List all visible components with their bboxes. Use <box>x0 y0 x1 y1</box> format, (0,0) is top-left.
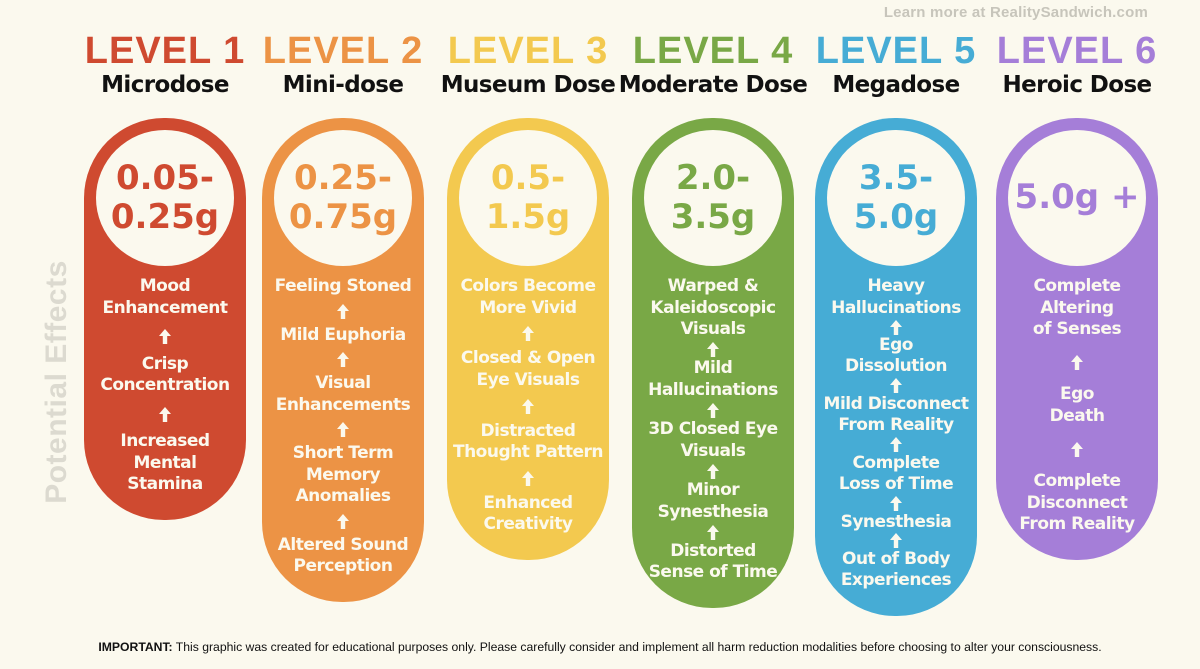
level-title: LEVEL 2 <box>262 30 424 72</box>
effect-item: 3D Closed Eye Visuals <box>648 419 778 461</box>
dose-name: Heroic Dose <box>1002 72 1152 98</box>
arrow-up-icon <box>890 496 902 512</box>
arrow-up-icon <box>522 326 534 342</box>
arrow-up-icon <box>707 463 719 479</box>
arrow-up-icon <box>1071 441 1083 457</box>
arrow-up-icon <box>159 406 171 422</box>
effect-item: Mild Disconnect From Reality <box>823 393 969 436</box>
effect-item: Out of Body Experiences <box>840 548 952 591</box>
arrow-up-icon <box>707 402 719 418</box>
dose-name: Mini-dose <box>282 72 404 98</box>
effects-list: Mood Enhancement Crisp Concentration Incre… <box>88 276 242 496</box>
effect-item: Warped & Kaleidoscopic Visuals <box>650 276 776 340</box>
effect-item: Altered Sound Perception <box>277 534 409 577</box>
dose-pill: 2.0- 3.5g Warped & Kaleidoscopic Visuals M… <box>632 118 794 608</box>
dose-name: Megadose <box>832 72 960 98</box>
arrow-up-icon <box>707 342 719 358</box>
arrow-up-icon <box>890 319 902 335</box>
dose-amount-circle: 0.5- 1.5g <box>459 130 597 266</box>
effects-list: Colors Become More Vivid Closed & Open Ey… <box>451 276 605 536</box>
effect-item: Distorted Sense of Time <box>648 540 778 583</box>
effect-item: Complete Altering of Senses <box>1032 276 1122 340</box>
dose-amount: 0.5- 1.5g <box>485 157 571 237</box>
dose-pill: 5.0g + Complete Altering of Senses Ego Dea… <box>996 118 1158 560</box>
dose-amount-circle: 2.0- 3.5g <box>644 130 782 266</box>
disclaimer-text: This graphic was created for educational… <box>172 640 1102 654</box>
dose-pill: 0.25- 0.75g Feeling Stoned Mild Euphoria Vi… <box>262 118 424 602</box>
level-title: LEVEL 5 <box>815 30 977 72</box>
dose-amount-circle: 5.0g + <box>1008 130 1146 266</box>
arrow-up-icon <box>890 533 902 549</box>
arrow-up-icon <box>890 378 902 394</box>
effect-item: Short Term Memory Anomalies <box>292 443 394 507</box>
side-label-text: Potential Effects <box>40 260 73 504</box>
dose-amount: 3.5- 5.0g <box>853 157 939 237</box>
effect-item: Ego Dissolution <box>844 334 948 377</box>
effect-item: Colors Become More Vivid <box>460 276 596 318</box>
effect-item: Increased Mental Stamina <box>120 431 210 495</box>
effect-item: Crisp Concentration <box>100 353 230 396</box>
effect-item: Feeling Stoned <box>274 276 412 296</box>
effect-item: Distracted Thought Pattern <box>452 420 604 463</box>
effect-item: Minor Synesthesia <box>657 480 769 522</box>
effect-item: Mild Euphoria <box>280 324 406 345</box>
effects-list: Complete Altering of Senses Ego Death Comp… <box>1000 276 1154 536</box>
arrow-up-icon <box>337 352 349 368</box>
dose-pill: 3.5- 5.0g Heavy Hallucinations Ego Dissolu… <box>815 118 977 616</box>
effect-item: Enhanced Creativity <box>483 492 573 535</box>
effects-list: Feeling Stoned Mild Euphoria Visual Enhanc… <box>266 276 420 578</box>
effect-item: Complete Loss of Time <box>838 452 954 495</box>
effect-item: Mild Hallucinations <box>648 358 778 400</box>
dose-name: Moderate Dose <box>618 72 808 98</box>
effect-item: Complete Disconnect From Reality <box>1019 471 1135 535</box>
arrow-up-icon <box>1071 355 1083 371</box>
dose-amount: 0.05- 0.25g <box>110 157 220 237</box>
arrow-up-icon <box>522 398 534 414</box>
source-credit: Learn more at RealitySandwich.com <box>883 4 1148 21</box>
effect-item: Visual Enhancements <box>275 373 411 415</box>
effects-list: Warped & Kaleidoscopic Visuals Mild Hallu… <box>636 276 790 584</box>
dose-amount-circle: 0.25- 0.75g <box>274 130 412 266</box>
level-title: LEVEL 1 <box>84 30 246 72</box>
arrow-up-icon <box>890 437 902 453</box>
arrow-up-icon <box>159 328 171 344</box>
level-title: LEVEL 6 <box>996 30 1158 72</box>
dose-amount-circle: 3.5- 5.0g <box>827 130 965 266</box>
disclaimer-important: IMPORTANT: <box>98 640 173 654</box>
arrow-up-icon <box>337 303 349 319</box>
level-title: LEVEL 3 <box>447 30 609 72</box>
effect-item: Synesthesia <box>840 511 952 532</box>
effect-item: Closed & Open Eye Visuals <box>460 348 596 390</box>
dose-pill: 0.05- 0.25g Mood Enhancement Crisp Concent… <box>84 118 246 520</box>
dose-name: Museum Dose <box>440 72 616 98</box>
effects-list: Heavy Hallucinations Ego Dissolution Mild … <box>819 276 973 592</box>
dose-amount: 5.0g + <box>1014 177 1140 218</box>
level-title: LEVEL 4 <box>632 30 794 72</box>
effect-item: Mood Enhancement <box>102 276 228 318</box>
dose-amount: 2.0- 3.5g <box>670 157 756 237</box>
dose-pill: 0.5- 1.5g Colors Become More Vivid Closed … <box>447 118 609 560</box>
effect-item: Ego Death <box>1049 384 1105 426</box>
dose-amount: 0.25- 0.75g <box>288 157 398 237</box>
arrow-up-icon <box>337 513 349 529</box>
effect-item: Heavy Hallucinations <box>831 276 961 318</box>
dose-amount-circle: 0.05- 0.25g <box>96 130 234 266</box>
arrow-up-icon <box>707 524 719 540</box>
arrow-up-icon <box>522 470 534 486</box>
arrow-up-icon <box>337 422 349 438</box>
dose-name: Microdose <box>101 72 229 98</box>
disclaimer: IMPORTANT: This graphic was created for … <box>0 640 1200 654</box>
